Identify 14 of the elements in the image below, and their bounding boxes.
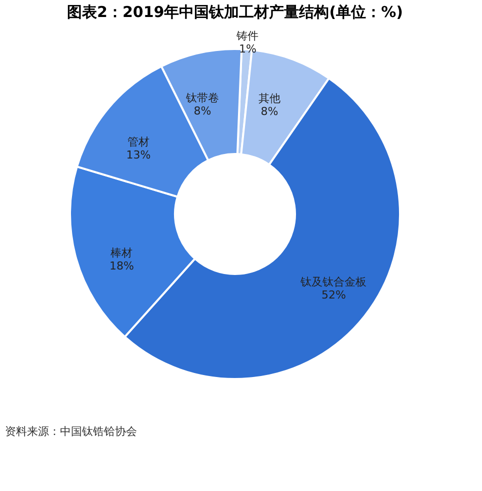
- data-label: 18%: [110, 260, 134, 273]
- data-label: 8%: [260, 105, 278, 118]
- slice-label: 棒材: [110, 246, 133, 260]
- slice-label: 铸件: [236, 29, 259, 42]
- chart-title: 图表2：2019年中国钛加工材产量结构(单位：%): [67, 3, 403, 21]
- data-label: 8%: [194, 104, 212, 118]
- text: 资料来源：中国钛锆铪协会: [5, 425, 137, 438]
- slice-label: 钛及钛合金板: [300, 275, 367, 288]
- slice-label: 其他: [258, 92, 280, 106]
- data-label: 52%: [321, 288, 346, 302]
- data-label: 13%: [126, 148, 151, 162]
- slice-label: 管材: [128, 136, 150, 149]
- slice-label: 钛带卷: [185, 91, 220, 104]
- data-label: 1%: [238, 42, 256, 56]
